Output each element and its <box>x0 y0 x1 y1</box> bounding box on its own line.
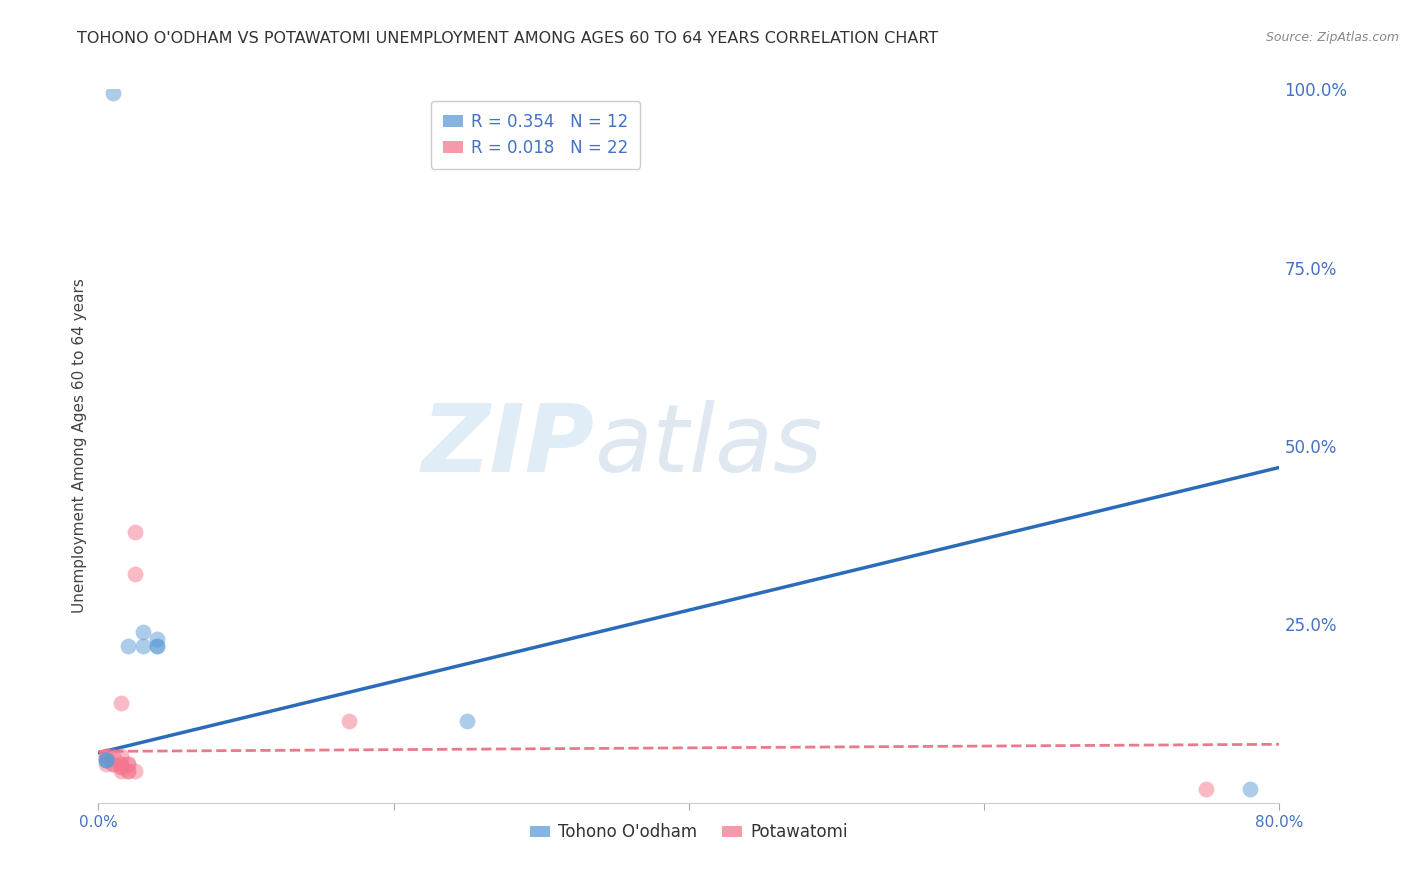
Point <box>94 756 117 771</box>
Point <box>103 86 125 100</box>
Point <box>110 756 132 771</box>
Point <box>124 764 146 778</box>
Point <box>117 764 139 778</box>
Point <box>94 753 117 767</box>
Point <box>124 567 146 582</box>
Point <box>110 696 132 710</box>
Point <box>117 639 139 653</box>
Point <box>103 756 125 771</box>
Point <box>103 756 125 771</box>
Text: ZIP: ZIP <box>422 400 595 492</box>
Legend: Tohono O'odham, Potawatomi: Tohono O'odham, Potawatomi <box>523 817 855 848</box>
Point <box>110 756 132 771</box>
Point <box>117 756 139 771</box>
Point <box>94 753 117 767</box>
Point <box>94 753 117 767</box>
Text: TOHONO O'ODHAM VS POTAWATOMI UNEMPLOYMENT AMONG AGES 60 TO 64 YEARS CORRELATION : TOHONO O'ODHAM VS POTAWATOMI UNEMPLOYMEN… <box>77 31 939 46</box>
Point <box>1239 781 1261 796</box>
Point <box>117 764 139 778</box>
Point <box>146 632 169 646</box>
Point <box>132 624 155 639</box>
Point <box>110 760 132 774</box>
Y-axis label: Unemployment Among Ages 60 to 64 years: Unemployment Among Ages 60 to 64 years <box>72 278 87 614</box>
Point <box>110 760 132 774</box>
Point <box>146 639 169 653</box>
Point <box>103 749 125 764</box>
Point <box>1195 781 1218 796</box>
Point <box>339 714 361 728</box>
Point <box>94 749 117 764</box>
Point <box>146 639 169 653</box>
Point <box>110 764 132 778</box>
Text: Source: ZipAtlas.com: Source: ZipAtlas.com <box>1265 31 1399 45</box>
Point <box>117 756 139 771</box>
Point <box>94 749 117 764</box>
Point <box>124 524 146 539</box>
Point <box>110 749 132 764</box>
Point <box>132 639 155 653</box>
Text: atlas: atlas <box>595 401 823 491</box>
Point <box>457 714 479 728</box>
